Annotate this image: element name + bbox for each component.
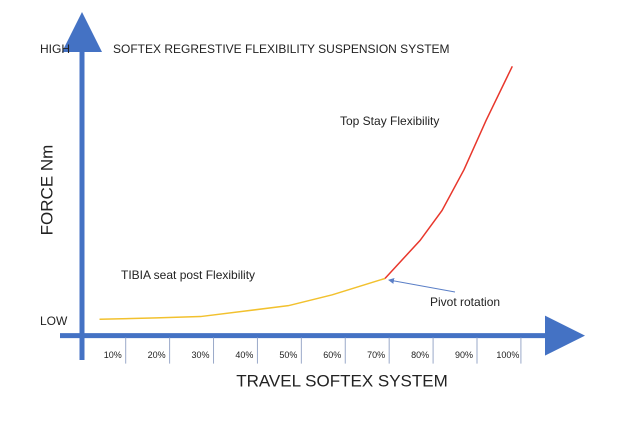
x-axis-label: TRAVEL SOFTEX SYSTEM: [236, 371, 448, 390]
series-line: [384, 65, 513, 279]
y-tick-label: LOW: [40, 314, 68, 328]
y-axis-label: FORCE Nm: [37, 145, 56, 236]
x-tick-label: 80%: [411, 350, 429, 360]
series-line: [99, 277, 386, 321]
annotation: Pivot rotation: [430, 295, 500, 309]
y-tick-label: HIGH: [40, 42, 70, 56]
chart-title: SOFTEX REGRESTIVE FLEXIBILITY SUSPENSION…: [113, 42, 450, 56]
x-tick-label: 60%: [323, 350, 341, 360]
x-tick-label: 90%: [455, 350, 473, 360]
x-tick-label: 20%: [148, 350, 166, 360]
x-tick-label: 100%: [496, 350, 519, 360]
series-label: TIBIA seat post Flexibility: [121, 268, 255, 282]
x-tick-label: 10%: [104, 350, 122, 360]
x-tick-label: 70%: [367, 350, 385, 360]
x-tick-label: 30%: [192, 350, 210, 360]
series-label: Top Stay Flexibility: [340, 114, 439, 128]
x-tick-label: 40%: [235, 350, 253, 360]
annotation-arrow: [388, 277, 456, 293]
x-tick-label: 50%: [279, 350, 297, 360]
